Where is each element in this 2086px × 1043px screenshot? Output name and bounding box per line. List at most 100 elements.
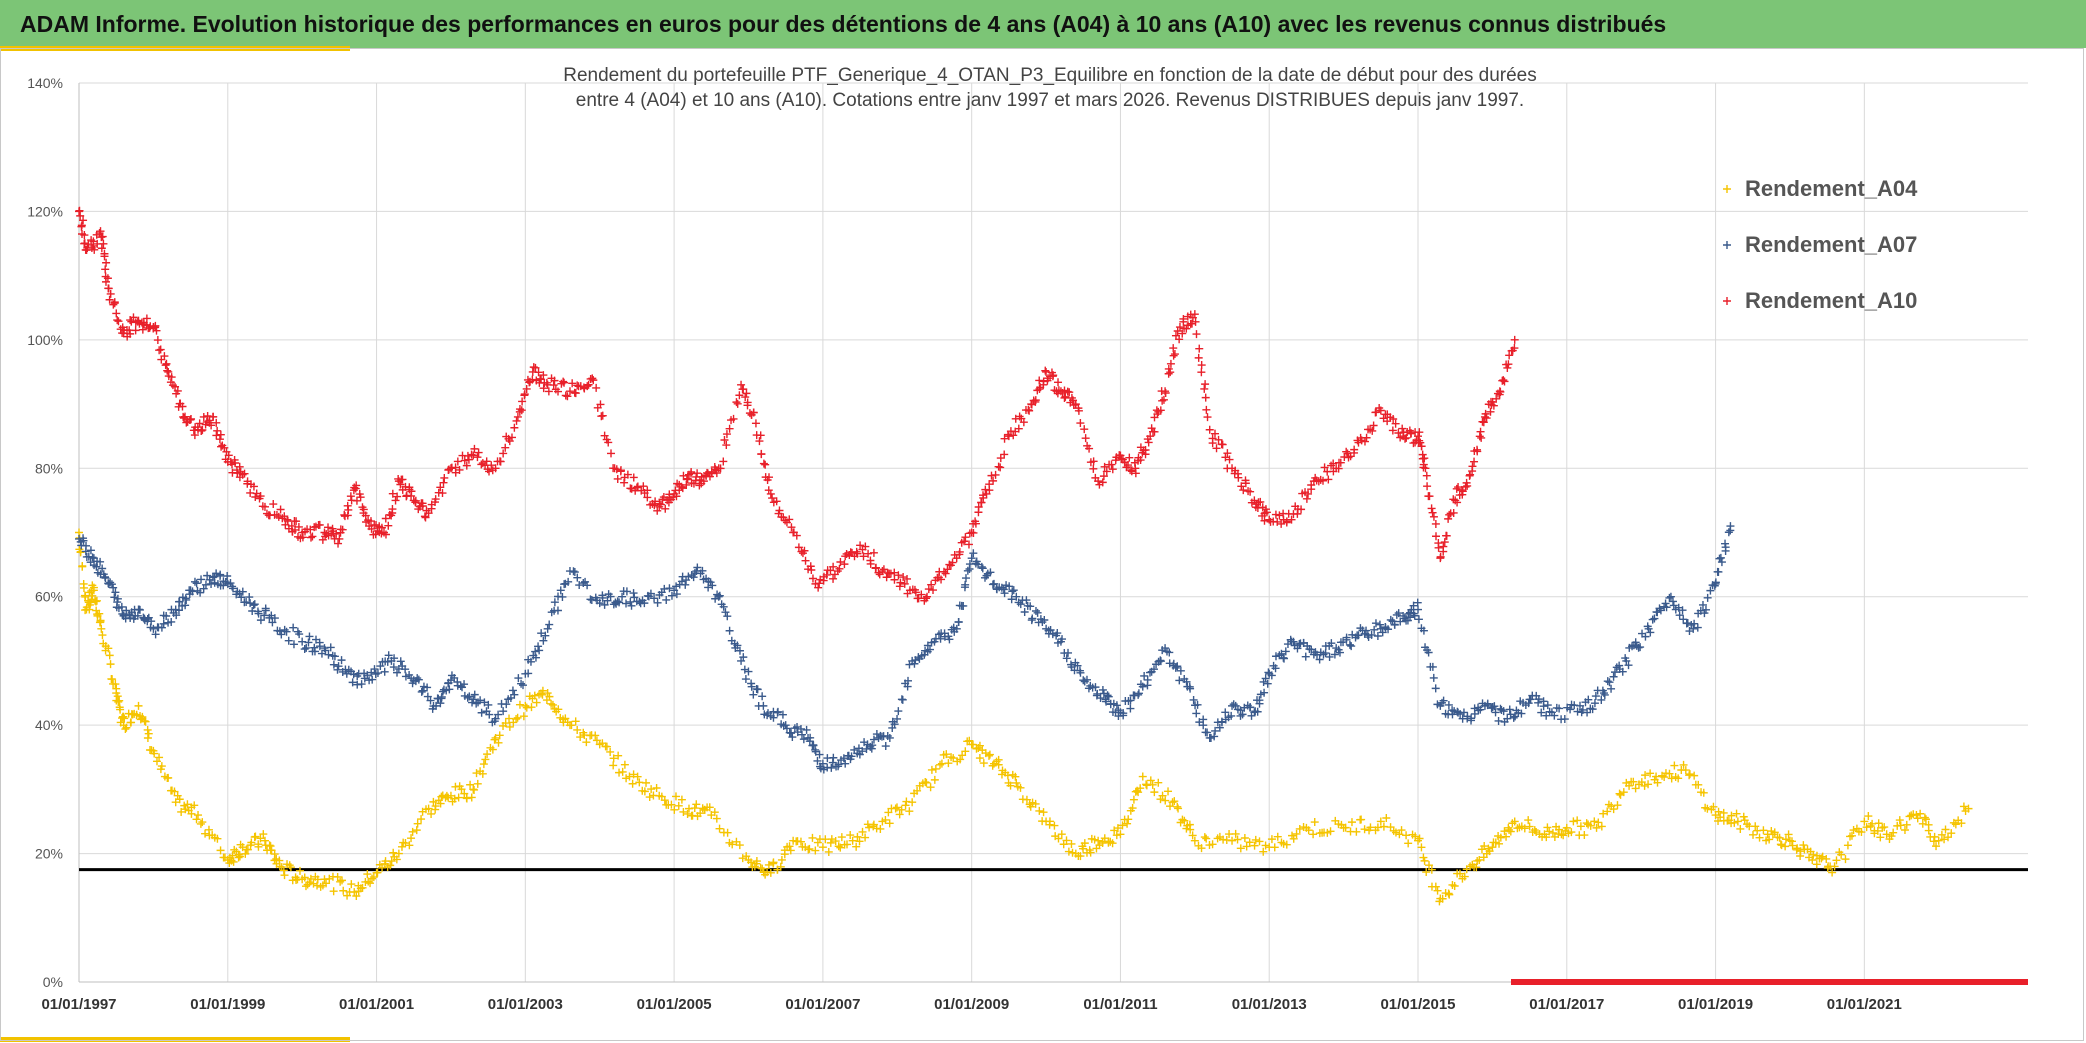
data-point: [1035, 376, 1044, 385]
data-point: [987, 471, 996, 480]
data-point: [1241, 479, 1250, 488]
data-point: [1543, 701, 1552, 710]
data-point: [431, 495, 440, 504]
data-point: [1924, 826, 1933, 835]
data-point: [78, 562, 87, 571]
data-point: [974, 502, 983, 511]
data-point: [1662, 603, 1671, 612]
data-point: [1594, 818, 1603, 827]
data-point: [1665, 769, 1674, 778]
data-point: [79, 583, 88, 592]
data-point: [1369, 421, 1378, 430]
data-point: [1665, 593, 1674, 602]
data-point: [150, 749, 159, 758]
data-point: [807, 565, 816, 574]
data-point: [99, 239, 108, 248]
data-point: [234, 850, 243, 859]
data-point: [958, 751, 967, 760]
data-point: [106, 289, 115, 298]
data-point: [351, 484, 360, 493]
data-point: [872, 563, 881, 572]
data-point: [1576, 701, 1584, 710]
data-point: [543, 689, 552, 698]
data-point: [781, 516, 790, 525]
data-point: [1031, 799, 1040, 808]
data-point: [1882, 830, 1891, 839]
data-point: [1843, 841, 1852, 850]
data-point: [437, 792, 446, 801]
data-point: [270, 614, 279, 623]
data-point: [520, 391, 529, 400]
data-point: [1126, 696, 1135, 705]
data-point: [539, 636, 548, 645]
data-point: [199, 412, 208, 421]
data-point: [1951, 820, 1960, 829]
data-point: [1703, 593, 1712, 602]
data-point: [464, 455, 473, 464]
data-point: [785, 842, 794, 851]
data-point: [868, 741, 877, 750]
data-point: [223, 572, 232, 581]
data-point: [1068, 848, 1077, 857]
data-point: [883, 732, 892, 741]
data-point: [1376, 624, 1385, 633]
data-point: [77, 221, 86, 230]
data-point: [1295, 824, 1304, 833]
data-point: [483, 750, 492, 759]
data-point: [1321, 649, 1330, 658]
data-point: [1089, 457, 1098, 466]
data-point: [1439, 542, 1448, 551]
data-point: [929, 586, 938, 595]
data-point: [1253, 707, 1262, 716]
data-point: [1909, 810, 1918, 819]
data-point: [1732, 809, 1741, 818]
data-point: [1100, 462, 1109, 471]
data-point: [591, 731, 600, 740]
data-point: [238, 587, 247, 596]
data-point: [1006, 781, 1015, 790]
data-point: [1234, 473, 1243, 482]
data-point: [460, 456, 469, 465]
data-point: [207, 579, 216, 588]
data-point: [1388, 426, 1397, 435]
data-point: [521, 701, 530, 710]
data-point: [251, 832, 260, 841]
data-point: [1520, 824, 1529, 833]
data-point: [612, 465, 621, 474]
data-point: [545, 620, 554, 629]
data-point: [645, 793, 654, 802]
data-point: [872, 730, 881, 739]
data-point: [152, 326, 161, 335]
data-point: [1508, 819, 1517, 828]
data-point: [1566, 705, 1575, 714]
data-point: [113, 594, 122, 603]
data-point: [1025, 406, 1034, 415]
data-point: [1496, 833, 1505, 842]
data-point: [105, 295, 114, 304]
data-point: [1578, 705, 1587, 714]
data-point: [643, 486, 652, 495]
data-point: [359, 505, 368, 514]
data-point: [1390, 620, 1399, 629]
data-point: [1128, 804, 1137, 813]
data-point: [1136, 456, 1145, 465]
data-point: [950, 627, 959, 636]
data-point: [1166, 368, 1175, 377]
data-point: [1026, 802, 1035, 811]
data-point: [138, 712, 147, 721]
data-point: [640, 787, 649, 796]
data-point: [107, 580, 116, 589]
data-point: [522, 384, 531, 393]
data-point: [1495, 839, 1504, 848]
data-point: [672, 582, 681, 591]
data-point: [112, 309, 121, 318]
data-point: [735, 391, 744, 400]
data-point: [329, 887, 338, 896]
data-point: [545, 692, 554, 701]
data-point: [831, 837, 840, 846]
data-point: [1074, 406, 1083, 415]
data-point: [1173, 662, 1182, 671]
data-point: [1210, 429, 1219, 438]
data-point: [358, 883, 367, 892]
data-point: [941, 569, 950, 578]
